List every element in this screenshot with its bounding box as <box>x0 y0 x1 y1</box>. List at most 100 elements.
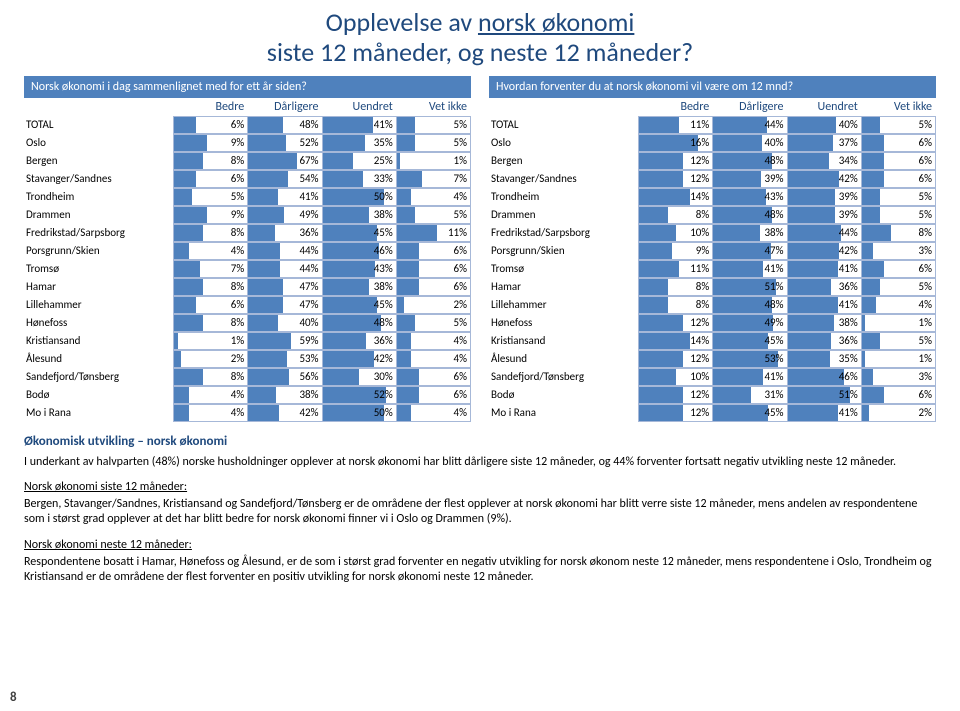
cell-value: 59% <box>299 334 321 347</box>
bar <box>174 315 203 331</box>
data-cell: 5% <box>861 206 936 224</box>
column-header: Dårligere <box>713 98 787 116</box>
bar <box>397 117 415 133</box>
cell-value: 2% <box>919 406 935 419</box>
bar <box>639 279 668 295</box>
bar <box>323 333 367 349</box>
bar <box>397 135 415 151</box>
commentary-block: Økonomisk utvikling – norsk økonomi I un… <box>0 422 960 586</box>
data-cell: 5% <box>861 116 936 134</box>
bar <box>323 315 382 331</box>
bar <box>713 189 765 205</box>
data-cell: 53% <box>247 350 322 368</box>
data-cell: 1% <box>861 314 936 332</box>
row-label: Fredrikstad/Sarpsborg <box>489 224 639 242</box>
bar <box>788 279 832 295</box>
data-cell: 25% <box>322 152 397 170</box>
bar <box>788 405 838 421</box>
cell-value: 6% <box>231 298 247 311</box>
bar <box>323 153 354 169</box>
cell-value: 4% <box>454 334 470 347</box>
data-cell: 48% <box>712 152 787 170</box>
cell-value: 12% <box>690 316 712 329</box>
data-cell: 12% <box>638 350 713 368</box>
bar <box>248 387 276 403</box>
row-label: Hamar <box>489 278 639 296</box>
cell-value: 6% <box>454 388 470 401</box>
cell-value: 4% <box>454 190 470 203</box>
row-label: Tromsø <box>489 260 639 278</box>
table-row: Hamar8%51%36%5% <box>489 278 936 296</box>
data-cell: 2% <box>173 350 248 368</box>
bar <box>323 279 369 295</box>
cell-value: 11% <box>690 262 712 275</box>
data-cell: 42% <box>787 242 862 260</box>
data-cell: 52% <box>322 386 397 404</box>
commentary-p1: I underkant av halvparten (48%) norske h… <box>24 455 936 471</box>
bar <box>323 135 366 151</box>
cell-value: 6% <box>231 172 247 185</box>
bar <box>397 279 419 295</box>
data-cell: 46% <box>322 242 397 260</box>
data-cell: 12% <box>638 152 713 170</box>
data-cell: 38% <box>787 314 862 332</box>
cell-value: 35% <box>374 136 396 149</box>
cell-value: 12% <box>690 154 712 167</box>
cell-value: 4% <box>231 406 247 419</box>
bar <box>788 207 836 223</box>
data-cell: 41% <box>787 260 862 278</box>
bar <box>639 153 683 169</box>
bar <box>248 189 278 205</box>
column-header: Vet ikke <box>862 98 936 116</box>
cell-value: 6% <box>454 262 470 275</box>
data-cell: 9% <box>173 134 248 152</box>
bar <box>862 225 891 241</box>
bar <box>713 171 761 187</box>
data-cell: 41% <box>712 368 787 386</box>
cell-value: 1% <box>919 316 935 329</box>
bar <box>862 279 880 295</box>
data-cell: 33% <box>322 170 397 188</box>
row-label: Drammen <box>24 206 174 224</box>
cell-value: 44% <box>839 226 861 239</box>
cell-value: 67% <box>299 154 321 167</box>
table-row: Tromsø7%44%43%6% <box>24 260 471 278</box>
cell-value: 5% <box>919 190 935 203</box>
data-cell: 6% <box>173 170 248 188</box>
bar <box>713 153 772 169</box>
cell-value: 9% <box>231 136 247 149</box>
cell-value: 10% <box>690 226 712 239</box>
cell-value: 42% <box>839 244 861 257</box>
data-cell: 1% <box>173 332 248 350</box>
cell-value: 6% <box>919 172 935 185</box>
bar <box>323 297 378 313</box>
data-cell: 46% <box>787 368 862 386</box>
table-row: Hønefoss12%49%38%1% <box>489 314 936 332</box>
data-cell: 41% <box>247 188 322 206</box>
cell-value: 5% <box>919 334 935 347</box>
table-row: Bergen8%67%25%1% <box>24 152 471 170</box>
bar <box>713 117 767 133</box>
bar <box>788 315 834 331</box>
cell-value: 12% <box>690 352 712 365</box>
data-cell: 47% <box>712 242 787 260</box>
table-row: Lillehammer6%47%45%2% <box>24 296 471 314</box>
bar <box>713 297 772 313</box>
data-cell: 9% <box>173 206 248 224</box>
data-cell: 6% <box>861 386 936 404</box>
data-cell: 39% <box>787 188 862 206</box>
page-number: 8 <box>10 690 17 705</box>
cell-value: 50% <box>374 406 396 419</box>
cell-value: 39% <box>839 208 861 221</box>
data-cell: 5% <box>173 188 248 206</box>
row-label: Kristiansand <box>24 332 174 350</box>
data-cell: 12% <box>638 170 713 188</box>
cell-value: 45% <box>764 334 786 347</box>
title-underline: norsk økonomi <box>478 6 634 38</box>
bar <box>174 261 200 277</box>
data-cell: 50% <box>322 404 397 422</box>
cell-value: 47% <box>299 298 321 311</box>
bar <box>248 369 289 385</box>
cell-value: 8% <box>231 226 247 239</box>
cell-value: 36% <box>374 334 396 347</box>
